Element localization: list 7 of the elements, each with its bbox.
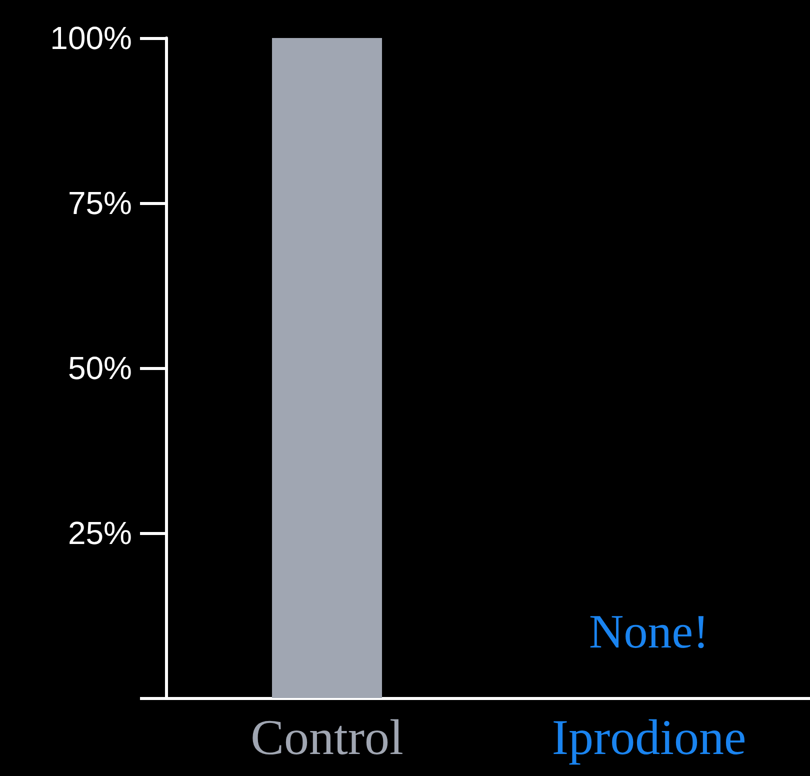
annotation: None!: [589, 606, 709, 658]
y-tick-label: 100%: [50, 20, 132, 56]
y-tick-label: 25%: [68, 515, 132, 551]
x-tick-label: Control: [250, 709, 404, 765]
y-tick-label: 50%: [68, 350, 132, 386]
x-tick-label: Iprodione: [552, 709, 746, 765]
y-tick-label: 75%: [68, 185, 132, 221]
